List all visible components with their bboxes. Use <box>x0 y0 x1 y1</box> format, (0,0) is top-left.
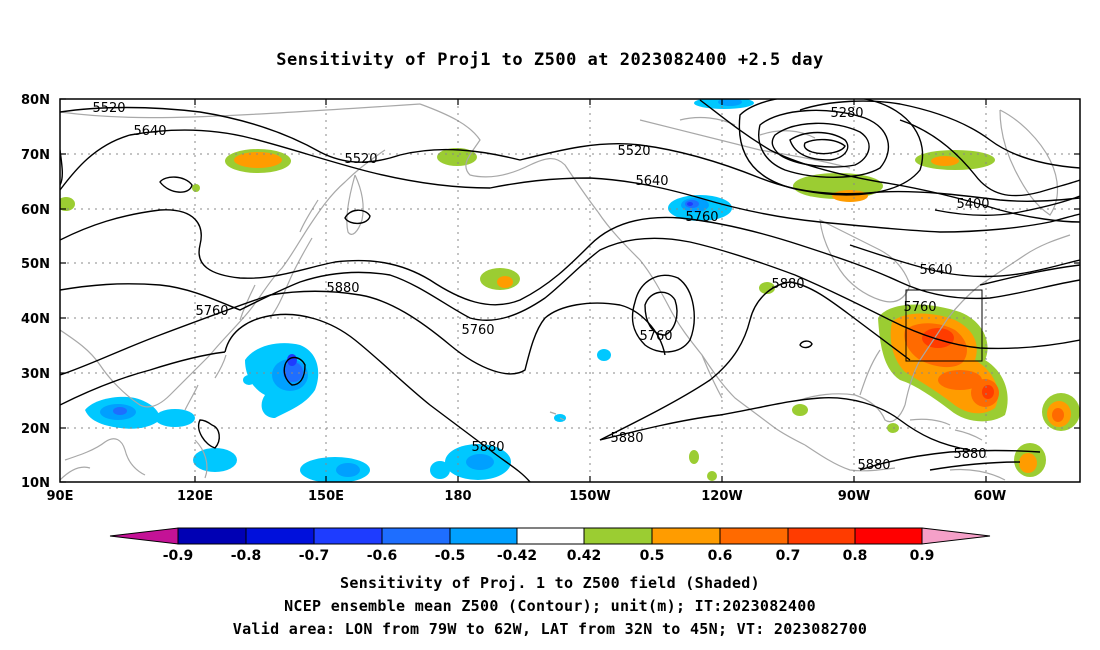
contour-label: 5280 <box>830 106 863 121</box>
contour-label: 5400 <box>956 197 989 212</box>
contour-label: 5760 <box>195 304 228 319</box>
colorbar-bin <box>245 527 315 545</box>
colorbar-tick-label: 0.9 <box>910 548 935 564</box>
figure-title: Sensitivity of Proj1 to Z500 at 20230824… <box>276 50 824 70</box>
colorbar-tick-label: 0.8 <box>843 548 868 564</box>
z500-contours <box>60 99 1080 482</box>
caption-contour: NCEP ensemble mean Z500 (Contour); unit(… <box>284 597 816 615</box>
lat-label: 60N <box>21 203 50 218</box>
colorbar-tick-label: -0.7 <box>299 548 330 564</box>
contour-label: 5640 <box>133 124 166 139</box>
contour-label: 5520 <box>92 101 125 116</box>
contour-label: 5760 <box>639 329 672 344</box>
contour-label: 5760 <box>903 300 936 315</box>
lon-label: 90W <box>838 489 870 504</box>
contour-label: 5640 <box>919 263 952 278</box>
colorbar-bin <box>313 527 383 545</box>
lat-label: 30N <box>21 367 50 382</box>
colorbar-tick-label: -0.6 <box>367 548 398 564</box>
colorbar-tick-label: 0.6 <box>708 548 733 564</box>
map-frame <box>59 98 1081 483</box>
lon-label: 90E <box>47 489 74 504</box>
colorbar-tick-label: -0.42 <box>497 548 537 564</box>
colorbar-bin <box>583 527 653 545</box>
lat-label: 70N <box>21 148 50 163</box>
lon-label: 120W <box>701 489 742 504</box>
contour-label: 5880 <box>471 440 504 455</box>
lat-label: 50N <box>21 257 50 272</box>
valid-area-box <box>905 289 983 362</box>
lat-label: 10N <box>21 476 50 491</box>
sensitivity-shading <box>60 99 1080 482</box>
colorbar-bin <box>449 527 518 545</box>
colorbar-ticks: -0.9 -0.8 -0.7 -0.6 -0.5 -0.42 0.42 0.5 … <box>163 548 935 564</box>
lon-label: 150E <box>308 489 344 504</box>
contour-label: 5880 <box>857 458 890 473</box>
colorbar-bin <box>854 527 923 545</box>
colorbar-tick-label: -0.9 <box>163 548 194 564</box>
lon-label: 120E <box>177 489 213 504</box>
colorbar-bin <box>651 527 721 545</box>
colorbar-bin <box>177 527 247 545</box>
lon-label: 180 <box>444 489 471 504</box>
contour-label: 5760 <box>461 323 494 338</box>
latitude-labels: 80N 70N 60N 50N 40N 30N 20N 10N <box>21 93 50 491</box>
coastlines <box>60 103 1071 481</box>
graticule <box>60 99 1080 482</box>
contour-labels: 5520 5640 5520 5520 5640 5760 5280 5400 … <box>92 101 989 473</box>
colorbar-tick-label: 0.5 <box>640 548 665 564</box>
axis-ticks <box>60 98 1080 483</box>
colorbar-below-triangle <box>109 527 179 545</box>
colorbar-bin <box>719 527 789 545</box>
contour-label: 5520 <box>344 152 377 167</box>
lat-label: 40N <box>21 312 50 327</box>
colorbar-bin <box>516 527 585 545</box>
contour-label: 5880 <box>771 277 804 292</box>
contour-label: 5880 <box>610 431 643 446</box>
colorbar-bin <box>381 527 451 545</box>
lat-label: 80N <box>21 93 50 108</box>
colorbar-bin <box>787 527 856 545</box>
caption-shaded: Sensitivity of Proj. 1 to Z500 field (Sh… <box>340 574 760 592</box>
contour-label: 5880 <box>953 447 986 462</box>
colorbar <box>109 527 991 545</box>
lat-label: 20N <box>21 422 50 437</box>
contour-label: 5880 <box>326 281 359 296</box>
longitude-labels: 90E 120E 150E 180 150W 120W 90W 60W <box>47 489 1007 504</box>
contour-label: 5520 <box>617 144 650 159</box>
colorbar-tick-label: 0.7 <box>776 548 801 564</box>
colorbar-tick-label: -0.5 <box>435 548 466 564</box>
colorbar-tick-label: -0.8 <box>231 548 262 564</box>
lon-label: 60W <box>974 489 1006 504</box>
contour-label: 5760 <box>685 210 718 225</box>
contour-label: 5640 <box>635 174 668 189</box>
lon-label: 150W <box>569 489 610 504</box>
colorbar-tick-label: 0.42 <box>567 548 602 564</box>
caption-valid-area: Valid area: LON from 79W to 62W, LAT fro… <box>232 620 868 638</box>
colorbar-above-triangle <box>921 527 991 545</box>
